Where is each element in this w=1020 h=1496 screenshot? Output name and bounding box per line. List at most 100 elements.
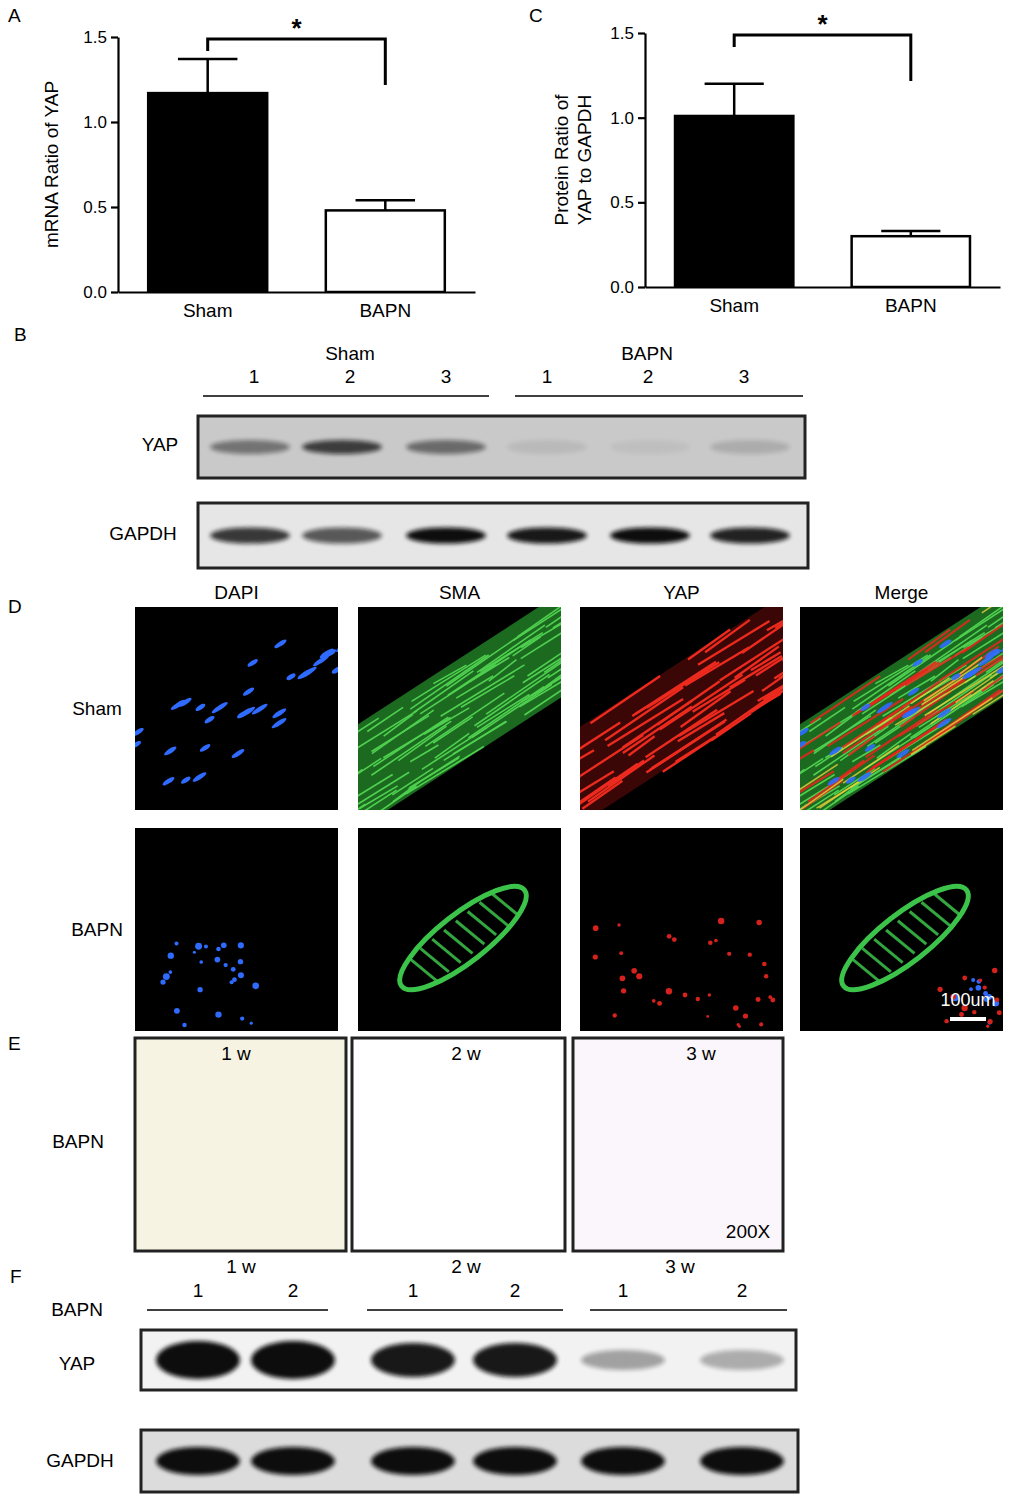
yap-signal — [959, 1012, 964, 1017]
group-label: BAPN — [621, 343, 673, 364]
group-line — [203, 395, 489, 397]
band — [210, 528, 290, 544]
y-tick-mark — [111, 36, 118, 38]
tissue — [800, 607, 1003, 810]
fiber — [775, 607, 783, 629]
nucleus — [211, 701, 229, 715]
blot-background — [198, 503, 808, 568]
error-cap — [178, 58, 238, 61]
lane-label: 1 — [618, 1280, 629, 1301]
nucleus — [135, 727, 145, 738]
band — [473, 1343, 557, 1377]
fiber — [409, 655, 490, 709]
lane-label: 1 — [249, 366, 260, 387]
y-tick-label: 1.0 — [610, 109, 634, 128]
nucleus — [828, 745, 843, 757]
band — [507, 440, 587, 454]
x-tick-label: BAPN — [359, 300, 411, 321]
yap-signal — [978, 978, 982, 982]
fiber — [467, 687, 545, 738]
fiber — [521, 617, 561, 660]
y-tick: 1.5 — [83, 28, 118, 47]
nucleus — [230, 980, 234, 984]
nucleus — [936, 707, 952, 720]
tissue-band — [800, 607, 1003, 810]
x-tick: BAPN — [359, 300, 411, 321]
column-header: SMA — [439, 582, 481, 603]
x-tick: BAPN — [885, 295, 937, 316]
fiber — [445, 632, 527, 686]
nucleus — [250, 1022, 253, 1025]
group-label: 2 w — [451, 1256, 481, 1277]
yap-signal — [988, 1019, 993, 1024]
nucleus — [984, 647, 1000, 660]
nucleus — [180, 775, 192, 785]
fiber — [866, 738, 920, 773]
band — [473, 1447, 557, 1475]
yap-signal — [593, 954, 598, 959]
yap-signal — [714, 939, 718, 943]
yap-signal — [617, 923, 620, 926]
band — [371, 1343, 455, 1377]
fiber — [358, 709, 417, 759]
fiber — [687, 630, 731, 660]
histology-background — [135, 1038, 346, 1251]
tissue — [580, 607, 783, 810]
nucleus — [935, 716, 952, 729]
fiber — [817, 779, 863, 809]
fiber — [383, 715, 450, 760]
yap-signal — [657, 1001, 662, 1006]
y-tick: 0.5 — [610, 193, 645, 212]
histology-frame — [573, 1038, 783, 1251]
histology-background — [573, 1038, 783, 1251]
lane-label: 1 — [542, 366, 553, 387]
yap-signal — [708, 993, 711, 996]
significance-bracket — [208, 39, 386, 85]
fiber — [662, 728, 730, 772]
nucleus — [238, 959, 243, 964]
y-tick-label: 1.5 — [610, 24, 634, 43]
fiber — [444, 721, 506, 762]
yap-signal — [972, 1010, 976, 1014]
nucleus — [971, 978, 975, 982]
y-axis: 0.0 0.5 1.0 1.5 — [610, 24, 645, 297]
x-tick-label: BAPN — [885, 295, 937, 316]
fiber — [800, 722, 840, 767]
y-tick: 0.0 — [610, 278, 645, 297]
fiber — [924, 652, 999, 701]
band — [251, 1447, 335, 1475]
fiber — [961, 619, 1003, 653]
band — [610, 528, 690, 544]
fiber — [527, 622, 561, 676]
vessel-wall — [387, 871, 539, 1005]
fiber — [590, 676, 661, 723]
band — [406, 440, 486, 454]
yap-signal — [683, 993, 688, 998]
fiber — [851, 655, 932, 709]
panel-label: C — [529, 5, 543, 26]
ring — [829, 871, 981, 1005]
band — [710, 528, 790, 544]
bar-chart: 0.00.51.01.5ShamBAPN*Protein Ratio ofYAP… — [551, 9, 1001, 316]
group-line — [147, 1309, 328, 1311]
lane-label: 3 — [739, 366, 750, 387]
blot-bands — [210, 440, 790, 454]
fiber — [824, 714, 856, 736]
fiber — [358, 771, 409, 810]
fiber — [425, 693, 506, 746]
blot-bands — [210, 528, 790, 544]
nucleus — [197, 987, 202, 992]
band — [302, 528, 382, 544]
bar — [852, 236, 970, 287]
fiber — [958, 607, 1003, 637]
fiber — [473, 674, 550, 725]
group-label: Sham — [325, 343, 375, 364]
timepoint-label: 3 w — [686, 1043, 716, 1064]
bar — [675, 116, 793, 287]
fiber — [543, 648, 561, 673]
row-label: YAP — [142, 434, 179, 455]
fiber — [456, 675, 493, 700]
fiber — [856, 660, 940, 715]
band — [156, 1447, 240, 1475]
fiber — [477, 694, 530, 729]
